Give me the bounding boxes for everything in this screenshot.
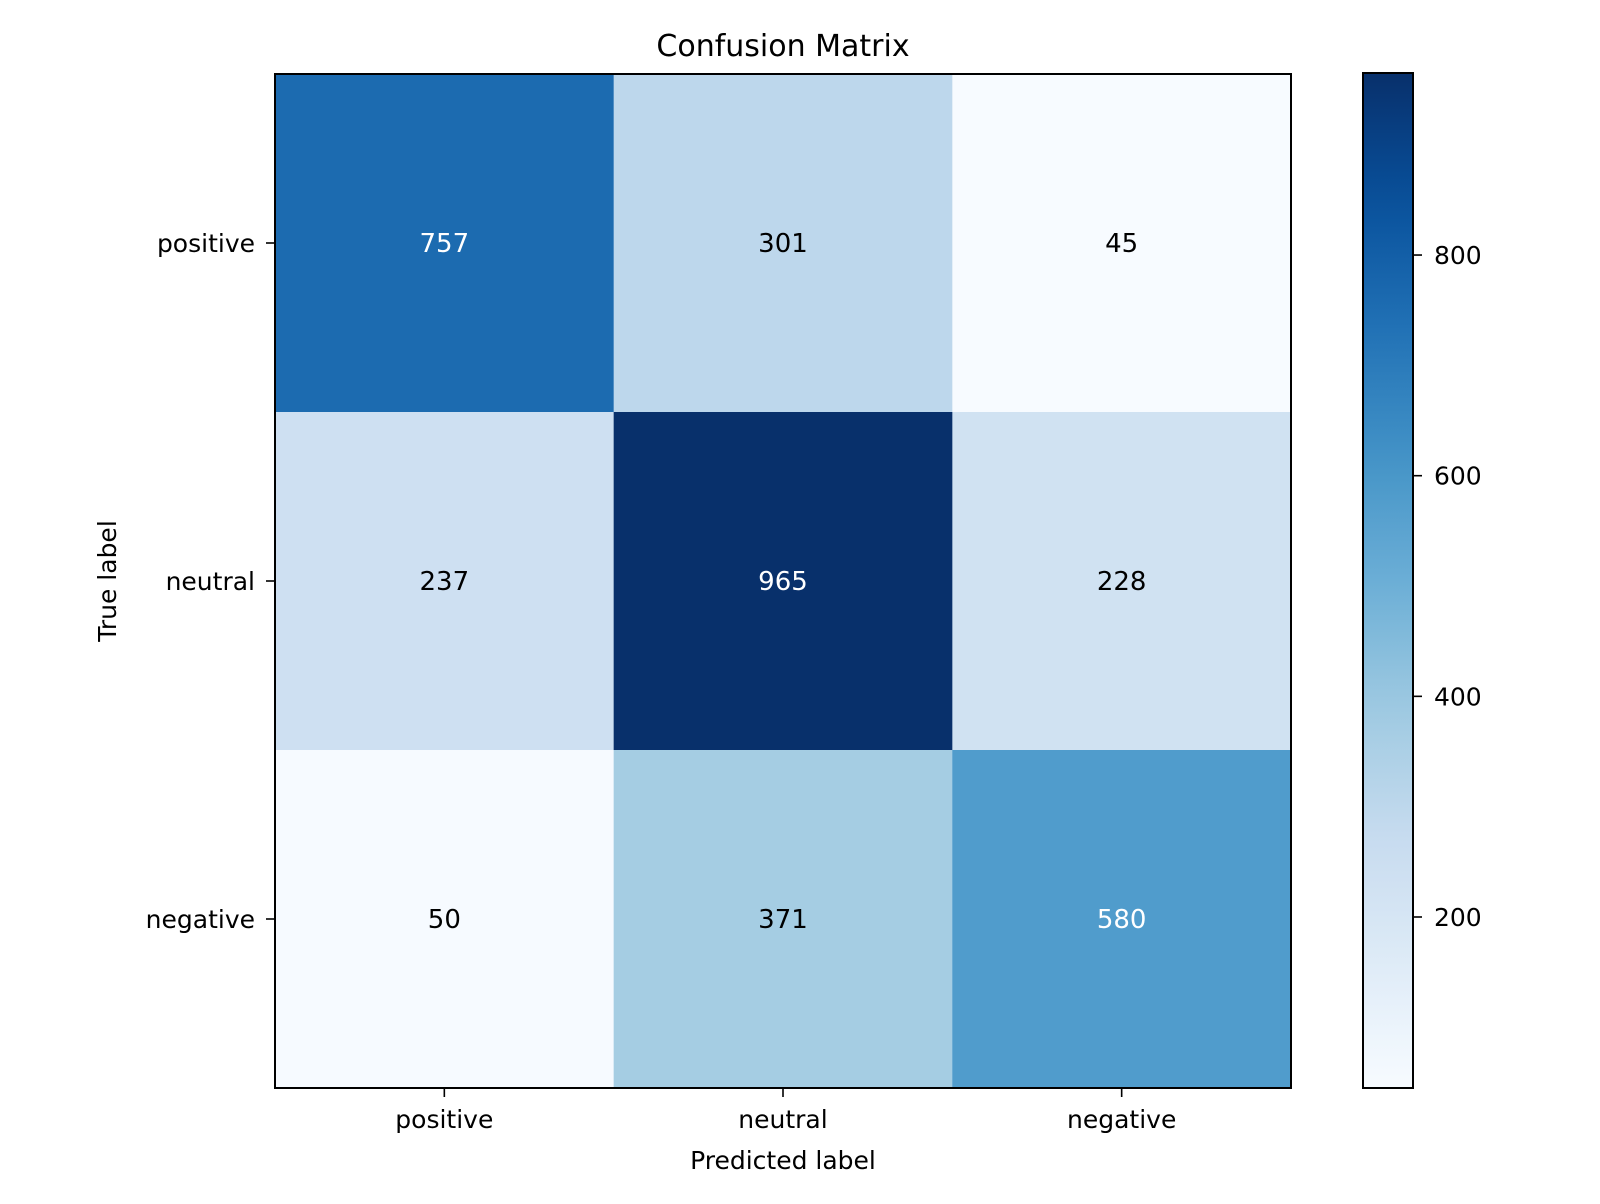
x-axis-ticks: positive neutral negative (395, 1088, 1176, 1134)
y-axis-ticks: positive neutral negative (146, 229, 275, 934)
colorbar-tick-label: 600 (1434, 462, 1482, 491)
heatmap-cell (275, 74, 615, 413)
cell-value: 45 (1105, 229, 1138, 259)
x-tick-label: positive (395, 1105, 493, 1134)
colorbar-tick-label: 200 (1434, 903, 1482, 932)
cell-value: 237 (420, 567, 470, 597)
heatmap-cells (275, 74, 1292, 1089)
colorbar-tick-label: 400 (1434, 682, 1482, 711)
y-tick-label: positive (157, 229, 255, 258)
colorbar-ticks: 200 400 600 800 (1413, 241, 1482, 932)
heatmap-cell (613, 412, 953, 751)
heatmap-cell (275, 750, 615, 1089)
heatmap-cell (952, 74, 1292, 413)
x-tick-label: negative (1067, 1105, 1176, 1134)
cell-value: 50 (428, 905, 461, 935)
cell-value: 757 (420, 229, 470, 259)
heatmap-cell (613, 750, 953, 1089)
cell-value: 301 (758, 229, 808, 259)
heatmap-cell (275, 412, 615, 751)
colorbar (1362, 72, 1414, 1089)
cell-labels: 757 301 45 237 965 228 50 371 580 (420, 229, 1147, 935)
heatmap-cell (952, 750, 1292, 1089)
x-axis-label: Predicted label (690, 1146, 876, 1175)
y-tick-label: negative (146, 905, 255, 934)
y-tick-label: neutral (166, 567, 255, 596)
colorbar-tick-label: 800 (1434, 241, 1482, 270)
heatmap-cell (613, 74, 953, 413)
heatmap-cell (952, 412, 1292, 751)
y-axis-label: True label (93, 520, 122, 643)
x-tick-label: neutral (738, 1105, 827, 1134)
cell-value: 580 (1097, 905, 1147, 935)
cell-value: 965 (758, 567, 808, 597)
chart-title: Confusion Matrix (656, 29, 909, 64)
cell-value: 371 (758, 905, 808, 935)
cell-value: 228 (1097, 567, 1147, 597)
